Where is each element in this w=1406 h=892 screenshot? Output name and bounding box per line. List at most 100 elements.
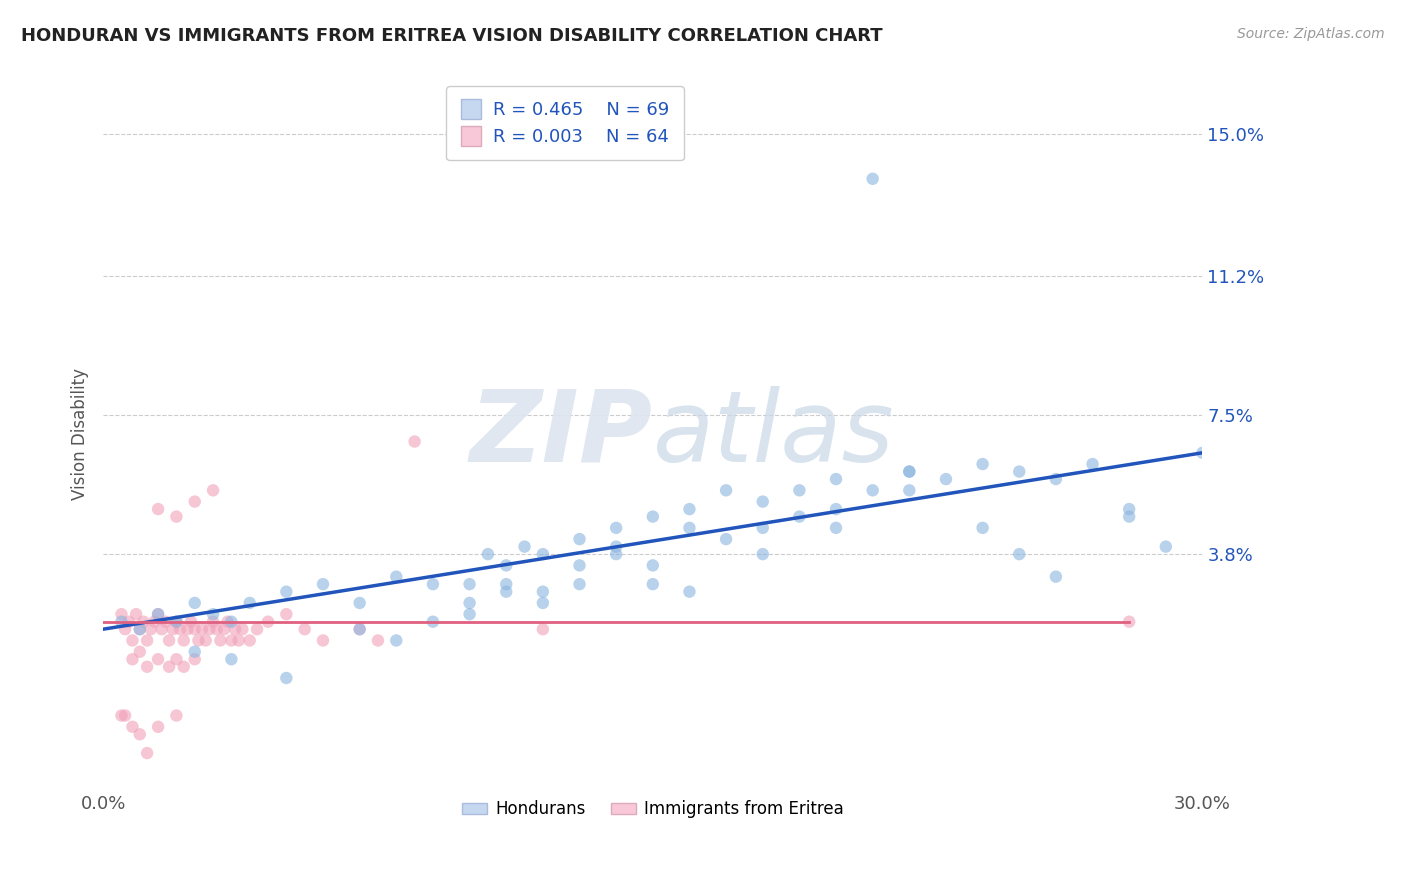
Point — [751, 547, 773, 561]
Point — [212, 622, 235, 636]
Point — [155, 615, 177, 629]
Point — [202, 615, 225, 629]
Point — [136, 659, 159, 673]
Point — [146, 607, 169, 622]
Point — [568, 558, 591, 573]
Point — [1081, 457, 1104, 471]
Point — [312, 633, 335, 648]
Point — [531, 547, 554, 561]
Point — [231, 622, 253, 636]
Point — [209, 633, 232, 648]
Point — [935, 472, 957, 486]
Point — [221, 652, 243, 666]
Point — [422, 577, 444, 591]
Point — [198, 622, 221, 636]
Point — [751, 521, 773, 535]
Point — [194, 633, 217, 648]
Point — [312, 577, 335, 591]
Text: atlas: atlas — [652, 385, 894, 483]
Point — [495, 577, 517, 591]
Point — [1045, 472, 1067, 486]
Point — [132, 615, 155, 629]
Point — [1008, 547, 1031, 561]
Point — [180, 615, 202, 629]
Point — [678, 584, 700, 599]
Legend: Hondurans, Immigrants from Eritrea: Hondurans, Immigrants from Eritrea — [456, 794, 851, 825]
Point — [110, 607, 132, 622]
Point — [121, 720, 143, 734]
Point — [898, 465, 921, 479]
Point — [184, 652, 207, 666]
Point — [114, 708, 136, 723]
Point — [477, 547, 499, 561]
Point — [146, 607, 169, 622]
Point — [157, 659, 180, 673]
Point — [165, 615, 187, 629]
Point — [246, 622, 269, 636]
Point — [184, 596, 207, 610]
Point — [239, 596, 262, 610]
Point — [146, 720, 169, 734]
Point — [458, 577, 481, 591]
Point — [1118, 615, 1140, 629]
Point — [422, 615, 444, 629]
Point — [825, 472, 848, 486]
Point — [1154, 540, 1177, 554]
Point — [568, 532, 591, 546]
Text: Source: ZipAtlas.com: Source: ZipAtlas.com — [1237, 27, 1385, 41]
Point — [641, 558, 664, 573]
Point — [165, 509, 187, 524]
Point — [121, 633, 143, 648]
Point — [789, 483, 811, 498]
Point — [228, 633, 250, 648]
Point — [121, 652, 143, 666]
Point — [1045, 569, 1067, 583]
Point — [257, 615, 280, 629]
Point — [110, 708, 132, 723]
Point — [165, 615, 187, 629]
Point — [165, 708, 187, 723]
Point — [187, 633, 209, 648]
Point — [862, 483, 884, 498]
Point — [276, 584, 298, 599]
Point — [531, 622, 554, 636]
Point — [128, 727, 150, 741]
Point — [641, 577, 664, 591]
Point — [531, 596, 554, 610]
Point — [531, 584, 554, 599]
Point — [898, 465, 921, 479]
Point — [239, 633, 262, 648]
Point — [157, 633, 180, 648]
Point — [150, 622, 173, 636]
Point — [678, 502, 700, 516]
Point — [385, 569, 408, 583]
Point — [221, 633, 243, 648]
Point — [825, 502, 848, 516]
Point — [972, 457, 994, 471]
Point — [169, 622, 191, 636]
Point — [751, 494, 773, 508]
Point — [173, 633, 195, 648]
Point — [276, 671, 298, 685]
Point — [349, 622, 371, 636]
Point — [184, 494, 207, 508]
Point — [114, 622, 136, 636]
Point — [789, 509, 811, 524]
Point — [217, 615, 239, 629]
Point — [128, 645, 150, 659]
Point — [202, 483, 225, 498]
Point — [1118, 502, 1140, 516]
Point — [136, 746, 159, 760]
Point — [146, 502, 169, 516]
Point — [495, 584, 517, 599]
Point — [568, 577, 591, 591]
Point — [165, 652, 187, 666]
Point — [202, 607, 225, 622]
Point — [404, 434, 426, 449]
Point — [276, 607, 298, 622]
Point — [605, 521, 627, 535]
Point — [191, 622, 214, 636]
Point — [367, 633, 389, 648]
Text: HONDURAN VS IMMIGRANTS FROM ERITREA VISION DISABILITY CORRELATION CHART: HONDURAN VS IMMIGRANTS FROM ERITREA VISI… — [21, 27, 883, 45]
Point — [205, 622, 228, 636]
